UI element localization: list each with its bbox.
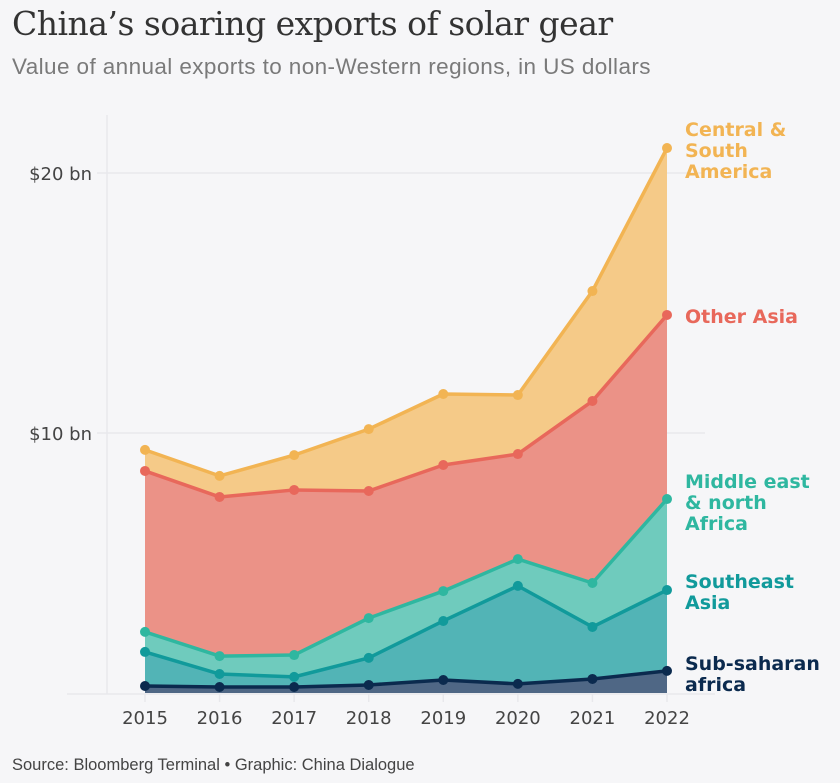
series-label-sub-saharan-africa: Sub-saharan africa xyxy=(685,653,820,696)
data-point xyxy=(363,679,374,690)
x-axis-tick-labels: 2015 2016 2017 2018 2019 2020 2021 2022 xyxy=(122,708,690,729)
data-point xyxy=(289,450,300,461)
series-label-line: africa xyxy=(685,674,746,696)
line-central-south-america xyxy=(144,147,669,478)
series-lines xyxy=(144,147,669,689)
data-point xyxy=(363,485,374,496)
y-tick-label: $10 bn xyxy=(29,424,92,445)
chart-title: China’s soaring exports of solar gear xyxy=(12,4,613,43)
data-point xyxy=(214,491,225,502)
line-sub-saharan-africa xyxy=(144,669,668,689)
series-label-middle-east-north-africa: Middle east & north Africa xyxy=(685,471,810,535)
data-point xyxy=(289,484,300,495)
series-areas xyxy=(145,148,667,693)
data-point xyxy=(289,671,300,682)
data-point xyxy=(140,646,150,657)
data-point xyxy=(587,673,598,684)
data-point xyxy=(662,143,672,154)
source-note: Source: Bloomberg Terminal • Graphic: Ch… xyxy=(12,756,415,774)
data-point xyxy=(289,682,300,693)
data-point xyxy=(512,678,523,689)
series-label-line: Africa xyxy=(685,513,748,535)
series-points xyxy=(140,143,672,693)
y-axis-tick-labels: $10 bn $20 bn xyxy=(29,164,92,445)
area-southeast-asia xyxy=(145,585,667,688)
line-middle-east-north-africa xyxy=(144,497,669,658)
data-point xyxy=(587,396,598,407)
area-other-asia xyxy=(145,314,667,657)
x-tick-label: 2018 xyxy=(346,708,392,729)
data-point xyxy=(512,390,523,401)
area-central-south-america xyxy=(145,148,667,497)
chart-subtitle: Value of annual exports to non-Western r… xyxy=(12,54,651,79)
series-label-line: South xyxy=(685,140,748,162)
data-point xyxy=(587,621,598,632)
series-label-line: & north xyxy=(685,492,767,514)
series-label-other-asia: Other Asia xyxy=(685,306,798,328)
x-tick-label: 2017 xyxy=(271,708,317,729)
data-point xyxy=(587,578,598,589)
x-tick-label: 2019 xyxy=(420,708,466,729)
data-point xyxy=(438,389,449,399)
data-point xyxy=(363,613,374,624)
data-point xyxy=(214,669,225,680)
series-label-southeast-asia: Southeast Asia xyxy=(685,571,794,614)
series-label-line: Asia xyxy=(685,592,730,614)
data-point xyxy=(363,652,374,663)
data-point xyxy=(587,286,598,297)
x-tick-label: 2016 xyxy=(197,708,243,729)
data-point xyxy=(363,424,374,435)
series-label-line: Southeast xyxy=(685,571,794,593)
data-point xyxy=(289,650,300,661)
series-label-line: Sub-saharan xyxy=(685,653,820,675)
x-tick-label: 2021 xyxy=(570,708,616,729)
data-point xyxy=(512,449,523,460)
x-tick-label: 2015 xyxy=(122,708,168,729)
data-point xyxy=(140,680,150,691)
data-point xyxy=(140,626,150,637)
data-point xyxy=(214,470,225,481)
data-point xyxy=(512,554,523,565)
series-label-line: Central & xyxy=(685,119,786,141)
y-tick-label: $20 bn xyxy=(29,164,92,185)
data-point xyxy=(512,580,523,591)
x-tick-label: 2020 xyxy=(495,708,541,729)
area-middle-east-north-africa xyxy=(145,499,667,677)
series-label-central-south-america: Central & South America xyxy=(685,119,786,183)
line-other-asia xyxy=(144,313,669,499)
data-point xyxy=(438,586,449,597)
series-label-line: America xyxy=(685,161,772,183)
data-point xyxy=(438,459,449,470)
data-point xyxy=(140,465,150,476)
data-point xyxy=(662,665,672,676)
line-southeast-asia xyxy=(144,584,668,679)
data-point xyxy=(438,675,449,685)
data-point xyxy=(662,585,672,596)
data-point xyxy=(214,651,225,662)
data-point xyxy=(140,444,150,455)
data-point xyxy=(662,309,672,320)
data-point xyxy=(438,615,449,626)
series-label-line: Other Asia xyxy=(685,306,798,328)
series-labels: Sub-saharan africa Southeast Asia Middle eas… xyxy=(685,119,820,696)
x-tick-label: 2022 xyxy=(644,708,690,729)
data-point xyxy=(214,682,225,693)
series-label-line: Middle east xyxy=(685,471,810,493)
data-point xyxy=(662,494,672,505)
